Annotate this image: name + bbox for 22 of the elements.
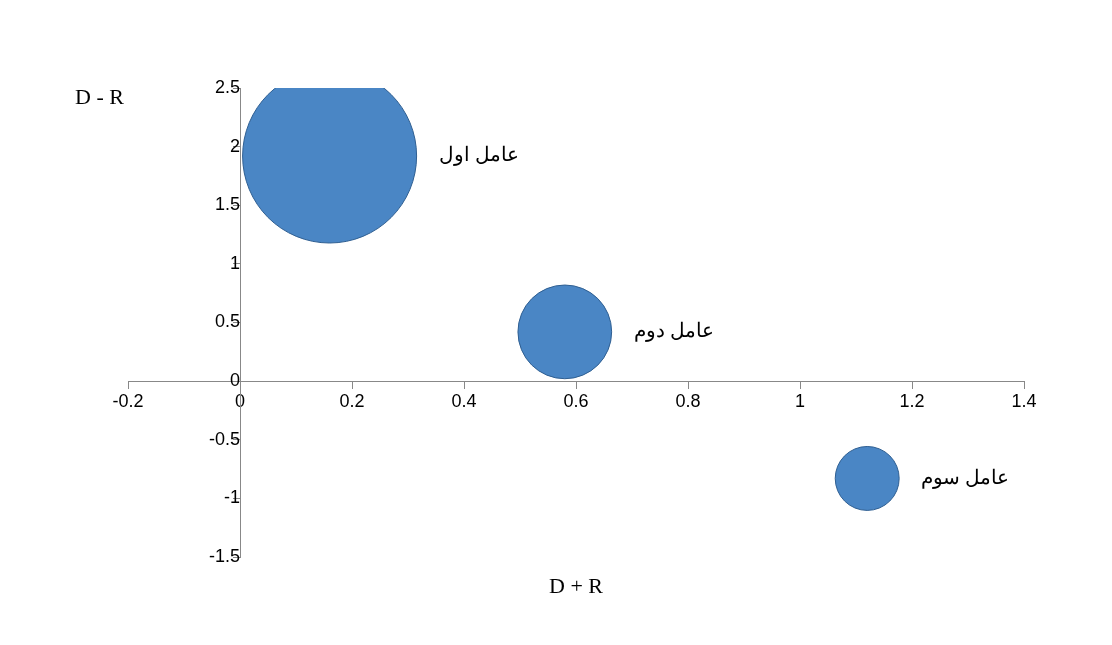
y-tick-label: 2 [229,135,240,156]
y-tick-label: -1 [223,487,240,508]
x-tick-label: 1.4 [1011,390,1037,411]
x-tick-label: 0.8 [675,390,701,411]
y-tick-label: 2.5 [214,76,240,97]
x-tick-label: 1.2 [899,390,925,411]
x-axis-title: D + R [549,572,604,598]
x-tick-label: 1 [794,390,806,411]
y-axis-title: D - R [75,83,125,109]
series-label: عامل سوم [921,465,1010,489]
series-label: عامل اول [438,143,519,167]
x-tick-label: 0.2 [339,390,365,411]
x-tick-label: -0.2 [112,390,144,411]
x-tick-label: 0.6 [563,390,589,411]
x-tick-label: 0.4 [451,390,477,411]
y-tick-label: -1.5 [208,545,240,566]
y-tick-label: -0.5 [208,428,240,449]
y-tick-label: 1.5 [214,194,240,215]
series-label: عامل دوم [633,319,714,343]
y-tick-label: 1 [229,252,240,273]
y-tick-label: 0.5 [214,311,240,332]
y-tick-label: 0 [229,370,240,391]
